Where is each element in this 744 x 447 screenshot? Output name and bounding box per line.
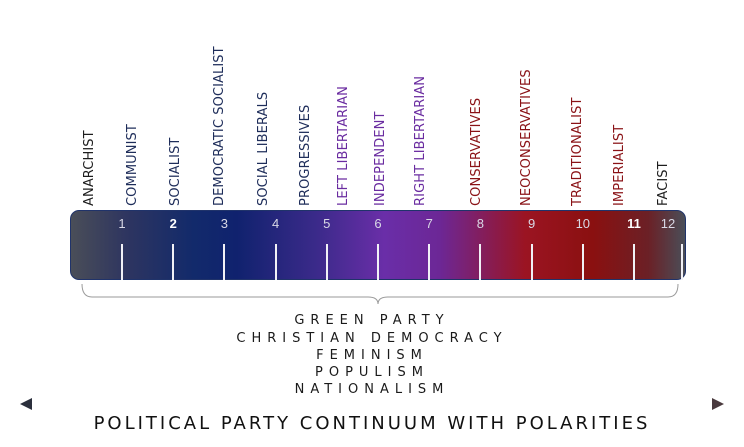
bracket-item: FEMINISM xyxy=(316,348,428,363)
scale-number: 8 xyxy=(476,216,485,231)
scale-tick xyxy=(223,244,226,280)
scale-tick xyxy=(428,244,431,280)
scale-number: 5 xyxy=(323,216,331,231)
scale-number: 7 xyxy=(425,216,433,231)
bracket-item: NATIONALISM xyxy=(294,382,450,397)
scale-tick xyxy=(325,244,328,280)
bracket-item: POPULISM xyxy=(315,365,429,380)
scale-tick xyxy=(681,244,683,280)
scale-tick xyxy=(479,244,482,280)
scale-tick xyxy=(530,244,533,280)
brace xyxy=(81,283,679,305)
scale-number: 9 xyxy=(527,216,536,231)
scale-number: 12 xyxy=(660,216,676,231)
diagram-title: POLITICAL PARTY CONTINUUM WITH POLARITIE… xyxy=(93,413,651,434)
scale-tick xyxy=(377,244,379,280)
scale-tick xyxy=(172,244,175,280)
scale-number: 11 xyxy=(627,216,641,231)
arrow-left-head xyxy=(20,398,32,410)
scale-number: 2 xyxy=(169,216,177,231)
bracket-item: CHRISTIAN DEMOCRACY xyxy=(236,331,508,346)
scale-tick xyxy=(633,244,635,280)
scale-number: 6 xyxy=(374,216,382,231)
arrow-right-head xyxy=(712,398,724,410)
scale-tick xyxy=(121,244,123,280)
scale-number: 1 xyxy=(118,216,126,231)
scale-tick xyxy=(581,244,584,280)
scale-number: 10 xyxy=(575,216,591,231)
scale-tick xyxy=(274,244,277,280)
scale-number: 4 xyxy=(271,216,280,231)
bracket-item: GREEN PARTY xyxy=(294,313,450,328)
scale-number: 3 xyxy=(220,216,229,231)
